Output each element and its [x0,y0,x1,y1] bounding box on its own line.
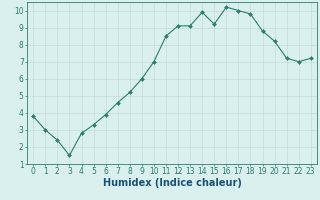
X-axis label: Humidex (Indice chaleur): Humidex (Indice chaleur) [103,178,241,188]
